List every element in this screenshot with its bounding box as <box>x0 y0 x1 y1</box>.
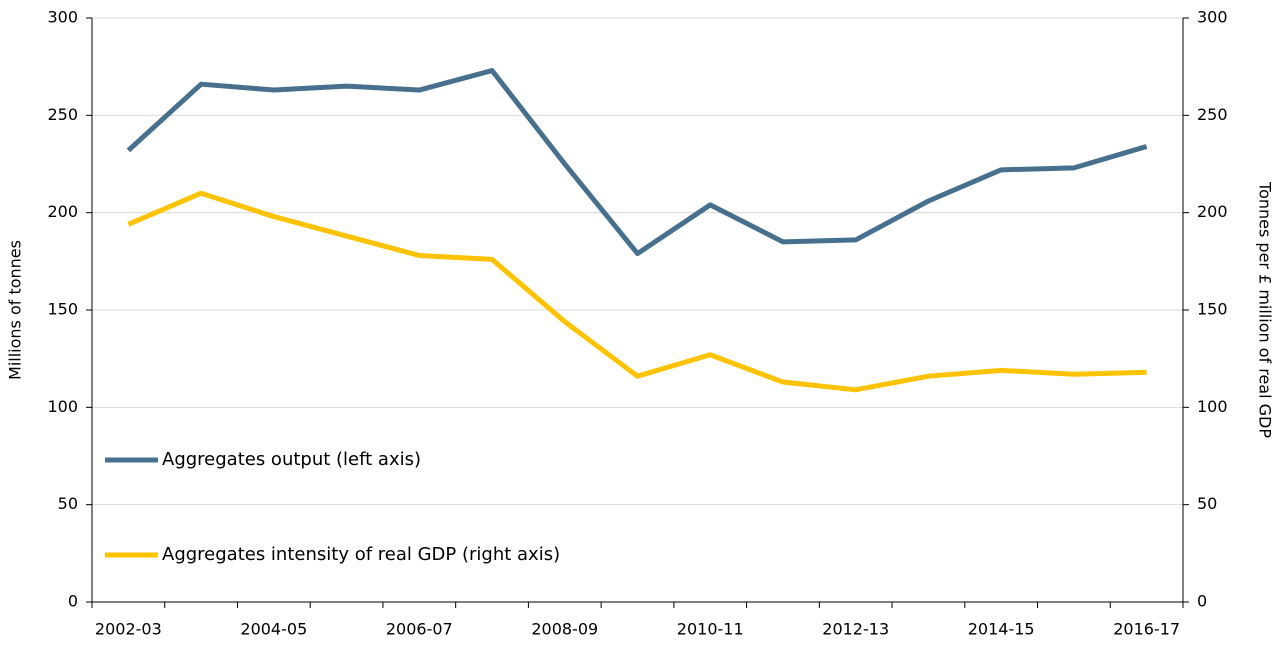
y-tick-label: 300 <box>47 8 78 27</box>
x-tick-label: 2004-05 <box>240 620 307 639</box>
y2-tick-label: 150 <box>1197 300 1228 319</box>
y2-tick-label: 200 <box>1197 202 1228 221</box>
x-tick-label: 2006-07 <box>386 620 453 639</box>
x-tick-label: 2012-13 <box>822 620 889 639</box>
y2-tick-label: 100 <box>1197 397 1228 416</box>
x-tick-label: 2008-09 <box>531 620 598 639</box>
legend-label: Aggregates output (left axis) <box>162 449 421 470</box>
y2-tick-label: 0 <box>1197 592 1207 611</box>
y2-tick-label: 50 <box>1197 494 1217 513</box>
y-tick-label: 150 <box>47 300 78 319</box>
y-tick-label: 0 <box>68 592 78 611</box>
y-tick-label: 100 <box>47 397 78 416</box>
y-axis-label: Millions of tonnes <box>6 240 25 380</box>
legend-label: Aggregates intensity of real GDP (right … <box>162 544 560 565</box>
y-tick-label: 50 <box>58 494 78 513</box>
series-line <box>127 190 1147 393</box>
series-line <box>126 68 1148 257</box>
x-tick-label: 2002-03 <box>95 620 162 639</box>
x-tick-label: 2014-15 <box>968 620 1035 639</box>
y2-tick-label: 250 <box>1197 105 1228 124</box>
x-tick-label: 2016-17 <box>1113 620 1180 639</box>
y-tick-label: 250 <box>47 105 78 124</box>
y2-tick-label: 300 <box>1197 8 1228 27</box>
x-tick-label: 2010-11 <box>677 620 744 639</box>
y2-axis-label: Tonnes per £ million of real GDP <box>1256 181 1275 438</box>
y-tick-label: 200 <box>47 202 78 221</box>
